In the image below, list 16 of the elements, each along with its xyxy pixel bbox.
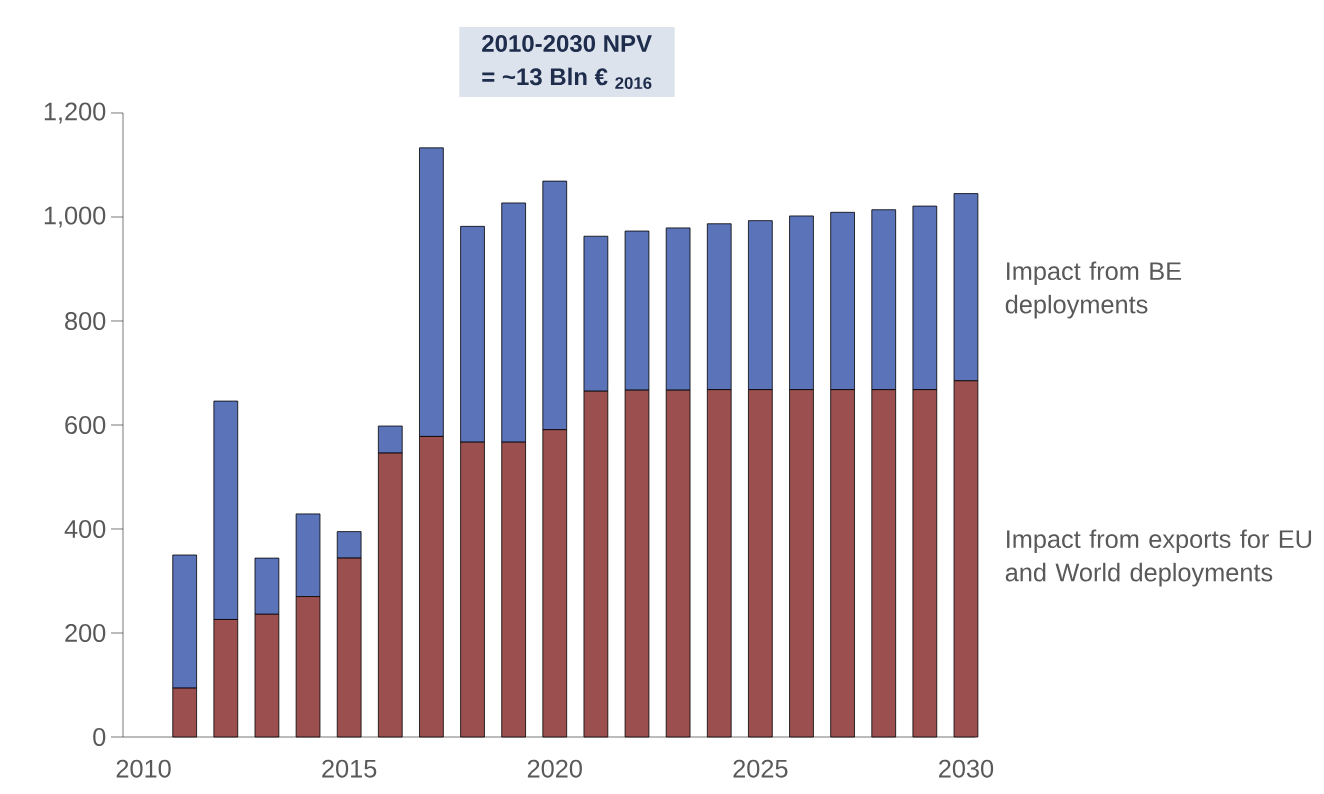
chart-subtitle: = ~13 Bln € $_{2016}$	[482, 67, 652, 90]
x-tick-label: 2015	[322, 759, 377, 778]
x-tick-label: 2010	[116, 759, 171, 778]
y-tick-label: 800	[65, 312, 106, 330]
series-label: Impact from exports for EU and World deployments	[1005, 529, 1312, 587]
y-tick-label: 1,000	[44, 206, 106, 228]
y-tick-label: 200	[65, 624, 106, 642]
y-tick-label: 1,200	[44, 102, 106, 124]
y-tick-label: 400	[64, 520, 106, 538]
series-label: Impact from BE deployments	[1005, 261, 1181, 319]
x-tick-label: 2020	[527, 759, 582, 778]
x-tick-label: 2030	[939, 759, 994, 778]
x-tick-label: 2025	[733, 759, 788, 778]
y-tick-label: 600	[65, 416, 106, 434]
y-tick-label: 0	[93, 728, 106, 746]
chart-title: 2010-2030 NPV	[482, 34, 652, 52]
